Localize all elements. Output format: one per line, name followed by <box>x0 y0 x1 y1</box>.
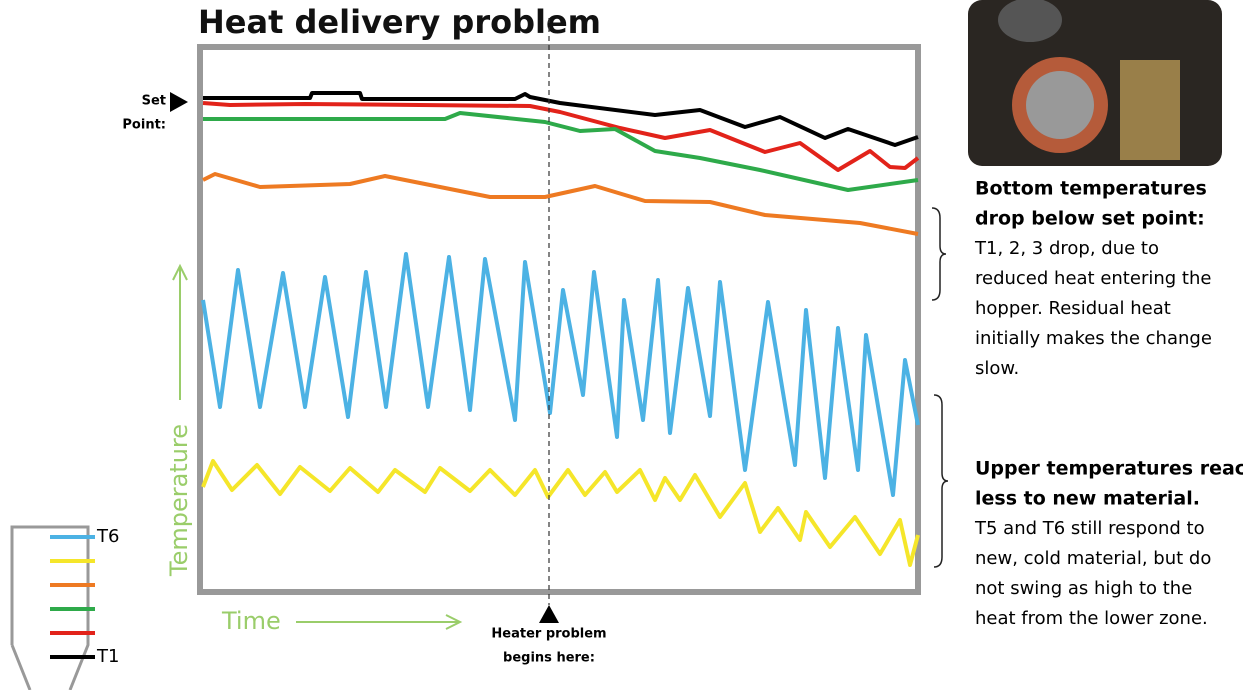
hopper-legend: T6 T1 <box>10 525 119 690</box>
photo <box>968 0 1222 166</box>
note-body: hopper. Residual heat <box>975 298 1171 319</box>
set-point-label: Set <box>142 94 166 109</box>
marker-label: Heater problem <box>491 627 606 642</box>
note-heading: Bottom temperatures <box>975 178 1207 200</box>
legend-label: T6 <box>96 526 119 547</box>
trace-t4 <box>202 172 919 236</box>
note-body: not swing as high to the <box>975 578 1192 599</box>
brace <box>933 394 949 568</box>
note-heading: drop below set point: <box>975 208 1205 230</box>
axis-arrows <box>172 263 463 630</box>
note-heading: Upper temperatures react <box>975 458 1243 480</box>
note-body: initially makes the change <box>975 328 1212 349</box>
note-body: T5 and T6 still respond to <box>974 518 1205 539</box>
trace-t3 <box>203 111 919 192</box>
note-body: slow. <box>975 358 1019 379</box>
note-body: reduced heat entering the <box>975 268 1211 289</box>
x-axis-label: Time <box>221 607 281 635</box>
marker-label: begins here: <box>503 651 595 666</box>
note-body: heat from the lower zone. <box>975 608 1208 629</box>
set-point-label: Point: <box>122 118 166 133</box>
trace-t2 <box>202 101 920 172</box>
marker-arrow <box>539 605 559 623</box>
trace-t5 <box>201 459 920 567</box>
plot-frame <box>197 44 921 595</box>
note-body: new, cold material, but do <box>975 548 1211 569</box>
trace-t1 <box>203 91 919 147</box>
title: Heat delivery problem <box>198 3 601 41</box>
note-heading: less to new material. <box>975 488 1200 510</box>
traces <box>201 91 920 567</box>
trace-t6 <box>201 252 920 497</box>
brace <box>931 207 947 301</box>
set-point-arrow <box>170 92 188 112</box>
notes: Bottom temperatures drop below set point:… <box>974 178 1243 630</box>
legend-label: T1 <box>96 646 119 667</box>
y-axis-label: Temperature <box>165 424 193 577</box>
note-body: T1, 2, 3 drop, due to <box>974 238 1159 259</box>
